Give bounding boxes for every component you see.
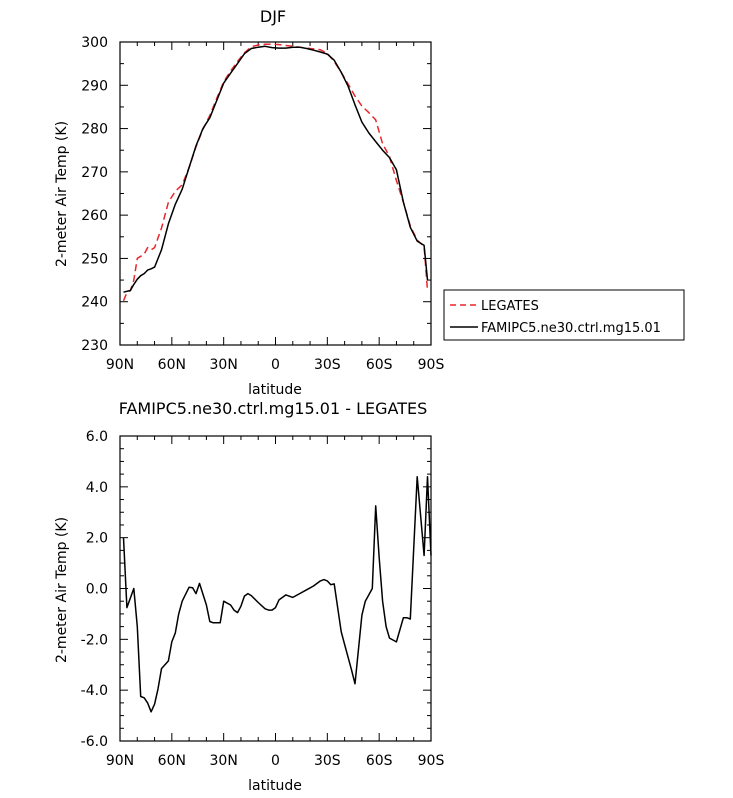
bottom-panel-x-tick-label: 90S — [418, 753, 445, 769]
bottom-panel-y-tick-label: -6.0 — [81, 734, 108, 750]
bottom-panel-y-tick-label: -4.0 — [81, 683, 108, 699]
top-panel-series-legates — [122, 43, 429, 302]
top-panel-x-tick-label: 0 — [271, 357, 280, 373]
bottom-panel-y-tick-label: 4.0 — [86, 480, 108, 496]
top-panel-y-tick-label: 290 — [81, 78, 108, 94]
bottom-panel-x-tick-label: 60N — [158, 753, 186, 769]
bottom-panel-frame — [119, 435, 432, 742]
top-panel-x-tick-label: 90N — [106, 357, 134, 373]
bottom-panel-y-tick-label: 0.0 — [86, 582, 108, 598]
top-panel-x-tick-label: 60N — [158, 357, 186, 373]
bottom-panel-x-tick-label: 90N — [106, 753, 134, 769]
top-panel-y-tick-label: 240 — [81, 295, 108, 311]
legend-entry-famipc5: FAMIPC5.ne30.ctrl.mg15.01 — [481, 321, 661, 336]
top-panel-frame — [119, 41, 432, 346]
legend: LEGATES FAMIPC5.ne30.ctrl.mg15.01 — [443, 289, 685, 341]
bottom-panel-y-tick-label: 2.0 — [86, 531, 108, 547]
bottom-panel-x-axis-label: latitude — [248, 778, 302, 794]
bottom-panel-title: FAMIPC5.ne30.ctrl.mg15.01 - LEGATES — [119, 399, 428, 418]
top-panel-y-axis-label: 2-meter Air Temp (K) — [54, 121, 70, 267]
bottom-panel-x-tick-label: 60S — [366, 753, 393, 769]
top-panel-x-tick-label: 60S — [366, 357, 393, 373]
top-panel-y-tick-label: 250 — [81, 251, 108, 267]
top-panel-x-axis-label: latitude — [248, 382, 302, 398]
legend-entry-legates: LEGATES — [481, 299, 539, 314]
bottom-panel-y-tick-label: -2.0 — [81, 632, 108, 648]
bottom-panel-y-tick-label: 6.0 — [86, 429, 108, 445]
top-panel-x-tick-label: 30N — [210, 357, 238, 373]
top-panel-y-tick-label: 270 — [81, 165, 108, 181]
bottom-panel-y-axis-label: 2-meter Air Temp (K) — [54, 517, 70, 663]
top-panel: DJF 90N 60N 30N 0 30S 60S 90S 230 240 250 260 270 28… — [54, 7, 444, 398]
top-panel-y-tick-label: 280 — [81, 122, 108, 138]
top-panel-y-tick-label: 300 — [81, 35, 108, 51]
bottom-panel-x-tick-label: 30S — [314, 753, 341, 769]
bottom-panel-x-tick-label: 0 — [271, 753, 280, 769]
top-panel-x-tick-label: 90S — [418, 357, 445, 373]
top-panel-series-famipc5-ne30-ctrl-mg15-01 — [123, 45, 429, 293]
bottom-panel-x-tick-label: 30N — [210, 753, 238, 769]
legend-box — [443, 289, 685, 341]
top-panel-title: DJF — [260, 7, 286, 26]
top-panel-y-tick-label: 260 — [81, 208, 108, 224]
bottom-panel-series-difference — [122, 475, 432, 713]
top-panel-y-tick-label: 230 — [81, 338, 108, 354]
top-panel-x-tick-label: 30S — [314, 357, 341, 373]
bottom-panel: FAMIPC5.ne30.ctrl.mg15.01 - LEGATES 90N 6… — [54, 399, 444, 794]
